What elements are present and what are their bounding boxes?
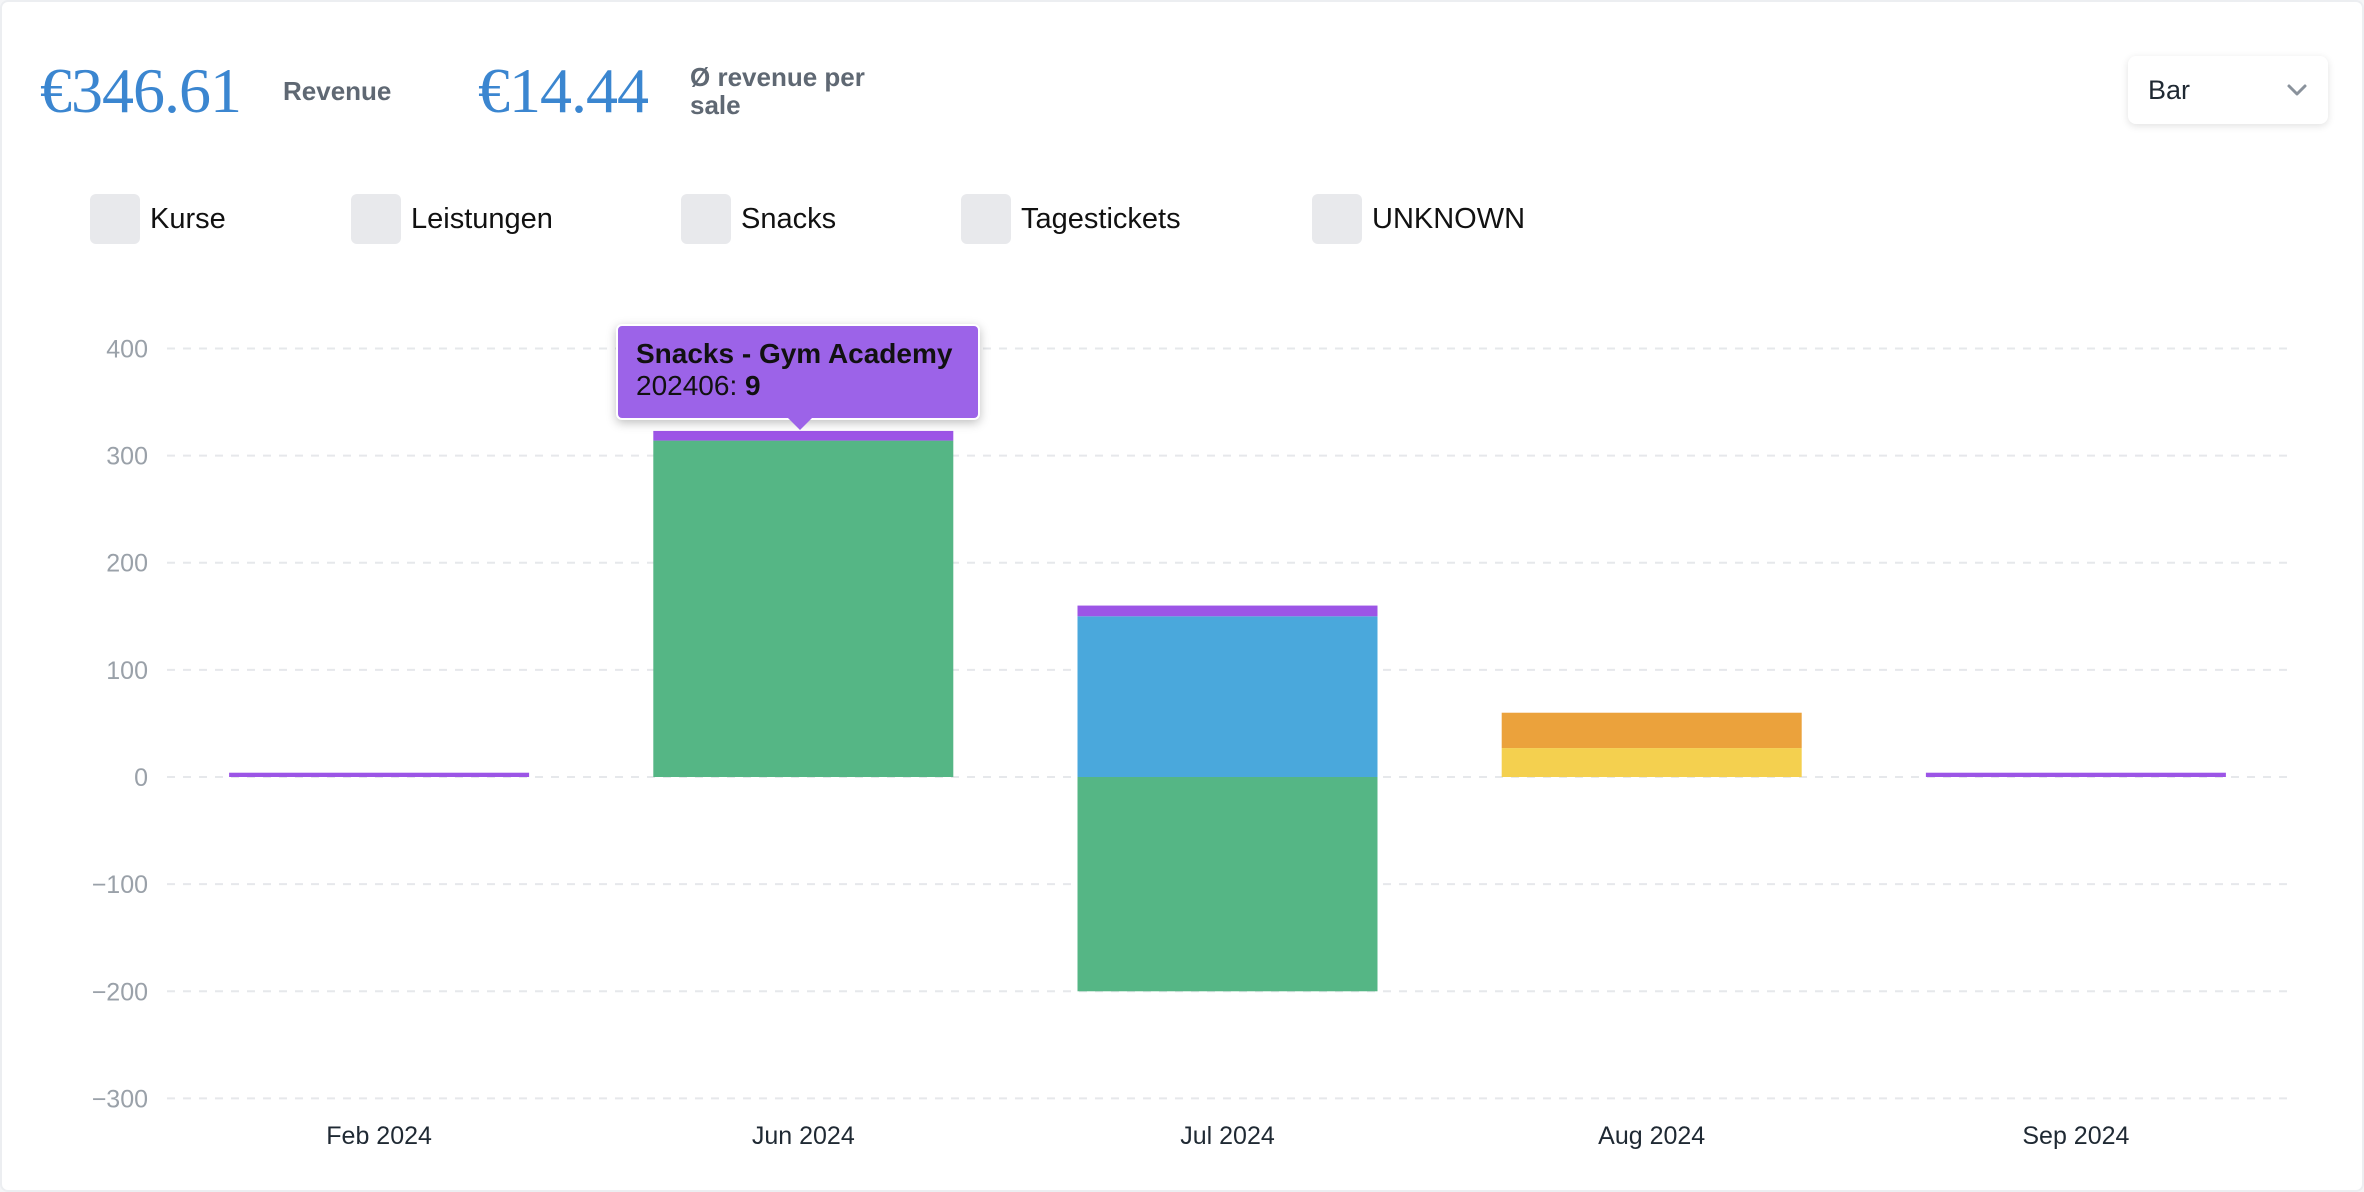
- y-tick-label: 0: [134, 764, 148, 792]
- tooltip-title: Snacks - Gym Academy: [636, 338, 953, 369]
- tooltip-key: 202406: [636, 370, 730, 401]
- legend-item-tagestickets[interactable]: Tagestickets: [961, 194, 1181, 244]
- legend-label: UNKNOWN: [1372, 202, 1526, 235]
- x-tick-label: Sep 2024: [2022, 1122, 2129, 1150]
- y-tick-label: 100: [106, 657, 148, 685]
- bar-segment[interactable]: [1077, 616, 1378, 777]
- bar-segment[interactable]: [1501, 748, 1802, 777]
- legend-label: Kurse: [150, 202, 226, 235]
- revenue-value: €346.61: [40, 55, 242, 126]
- chart-tooltip: Snacks - Gym Academy 202406: 9: [616, 324, 980, 430]
- legend-checkbox[interactable]: [1312, 194, 1362, 244]
- bar-segment[interactable]: [1925, 772, 2226, 777]
- legend-item-unknown[interactable]: UNKNOWN: [1312, 194, 1525, 244]
- bar-segment[interactable]: [1501, 712, 1802, 749]
- legend-item-kurse[interactable]: Kurse: [90, 194, 226, 244]
- legend-checkbox[interactable]: [681, 194, 731, 244]
- legend-item-snacks[interactable]: Snacks: [681, 194, 836, 244]
- revenue-label: Revenue: [283, 76, 392, 106]
- bar-segment[interactable]: [653, 430, 954, 441]
- x-tick-label: Aug 2024: [1598, 1122, 1705, 1150]
- x-tick-label: Feb 2024: [326, 1122, 432, 1150]
- y-tick-label: −300: [92, 1085, 148, 1113]
- bar-segment[interactable]: [653, 440, 954, 777]
- legend-checkbox[interactable]: [90, 194, 140, 244]
- legend-label: Leistungen: [411, 202, 553, 235]
- legend-checkbox[interactable]: [351, 194, 401, 244]
- chart-type-select[interactable]: Bar: [2128, 56, 2328, 124]
- kpi-average-revenue: €14.44 Ø revenue per sale: [478, 54, 890, 128]
- average-revenue-value: €14.44: [478, 55, 649, 126]
- legend-item-leistungen[interactable]: Leistungen: [351, 194, 553, 244]
- bar-segment[interactable]: [1077, 777, 1378, 992]
- kpi-revenue: €346.61 Revenue: [40, 54, 391, 128]
- bar-segment[interactable]: [229, 772, 530, 777]
- y-tick-label: 400: [106, 335, 148, 363]
- tooltip-line: 202406: 9: [636, 370, 761, 401]
- y-tick-label: −200: [92, 978, 148, 1006]
- x-tick-label: Jun 2024: [752, 1122, 855, 1150]
- y-tick-label: −100: [92, 871, 148, 899]
- chevron-down-icon: [2287, 84, 2307, 96]
- tooltip-value: 9: [745, 370, 761, 401]
- legend-checkbox[interactable]: [961, 194, 1011, 244]
- bar-segment[interactable]: [1077, 605, 1378, 617]
- x-tick-label: Jul 2024: [1180, 1122, 1275, 1150]
- y-tick-label: 200: [106, 550, 148, 578]
- y-tick-label: 300: [106, 443, 148, 471]
- legend-label: Tagestickets: [1021, 202, 1181, 235]
- legend-label: Snacks: [741, 202, 837, 235]
- chart-type-value: Bar: [2148, 74, 2191, 105]
- average-revenue-label: Ø revenue per sale: [690, 62, 865, 120]
